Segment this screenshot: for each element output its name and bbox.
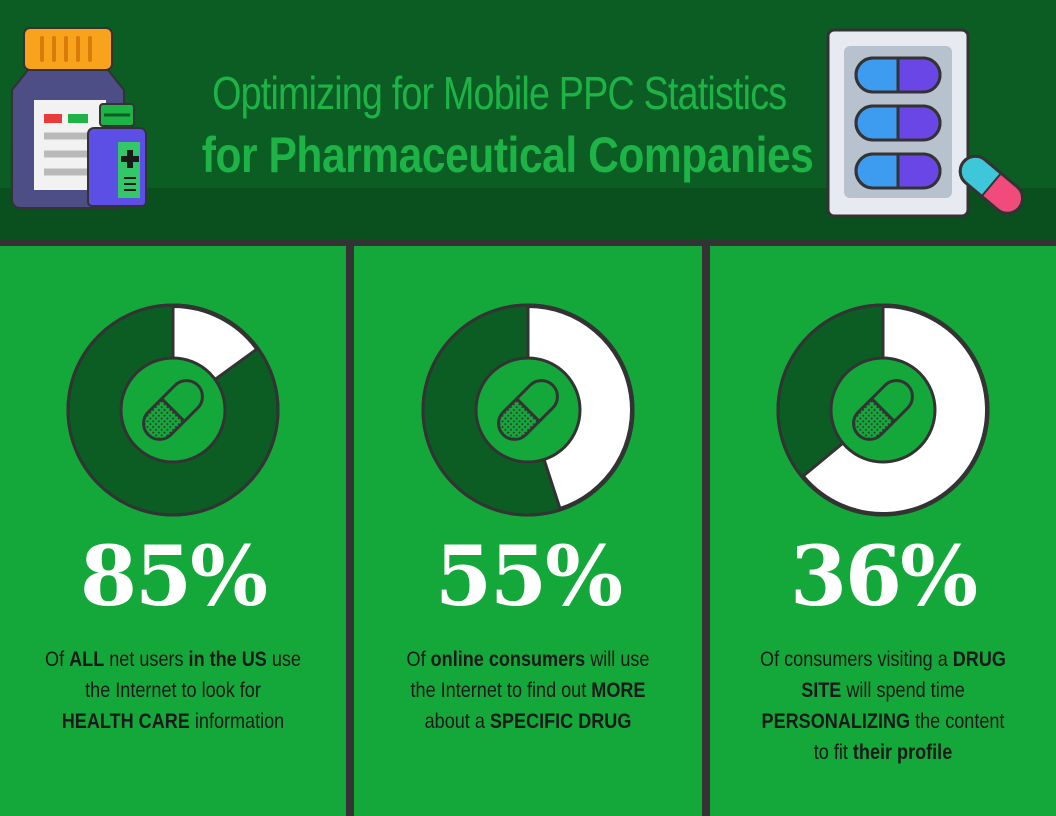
stat-text: about a bbox=[424, 710, 490, 733]
medicine-bottle-icon bbox=[11, 27, 147, 209]
pill-half-plain bbox=[516, 380, 558, 422]
stat-text: Of consumers visiting a bbox=[760, 648, 953, 671]
stat-emphasis: their profile bbox=[852, 741, 953, 764]
title-line-1: Optimizing for Mobile PPC Statistics bbox=[212, 67, 787, 119]
pill-outline bbox=[497, 379, 559, 441]
stat-text: will use bbox=[585, 648, 650, 671]
stat-text: the Internet to look for bbox=[85, 679, 261, 702]
stat-emphasis: SITE bbox=[801, 679, 842, 702]
donut-chart bbox=[66, 303, 280, 517]
pill-half-dotted bbox=[143, 398, 185, 440]
pill-divider bbox=[870, 397, 896, 423]
stat-text: will spend time bbox=[841, 679, 965, 702]
stat-text: information bbox=[189, 710, 285, 733]
stat-panel: 85% Of ALL net users in the US use the In… bbox=[0, 246, 346, 816]
stat-emphasis: SPECIFIC DRUG bbox=[489, 710, 632, 733]
pill-blister-pack-icon bbox=[826, 28, 970, 218]
donut-outline bbox=[421, 303, 635, 517]
stat-emphasis: DRUG bbox=[952, 648, 1006, 671]
stat-panel: 55% Of online consumers will use the Inte… bbox=[354, 246, 702, 816]
stat-emphasis: HEALTH CARE bbox=[61, 710, 190, 733]
stat-text: Of bbox=[406, 648, 431, 671]
stat-percentage: 36% bbox=[789, 529, 978, 625]
pill-half-dotted bbox=[498, 398, 540, 440]
stat-text: net users bbox=[104, 648, 189, 671]
stat-emphasis: MORE bbox=[591, 679, 646, 702]
stat-emphasis: in the US bbox=[188, 648, 267, 671]
stat-emphasis: PERSONALIZING bbox=[761, 710, 911, 733]
pill-icon bbox=[142, 379, 204, 441]
stat-percentage: 55% bbox=[434, 529, 623, 625]
donut-chart bbox=[776, 303, 990, 517]
stat-panel: 36% Of consumers visiting a DRUG SITE wil… bbox=[710, 246, 1056, 816]
capsule-icon bbox=[958, 154, 1024, 215]
pill-half-plain bbox=[871, 380, 913, 422]
stat-emphasis: ALL bbox=[69, 648, 105, 671]
stat-description: Of ALL net users in the US use the Intern… bbox=[41, 644, 304, 737]
donut-outline bbox=[66, 303, 280, 517]
pill-icon bbox=[852, 379, 914, 441]
pill-icon bbox=[497, 379, 559, 441]
header: Optimizing for Mobile PPC Statistics for… bbox=[0, 0, 1056, 240]
pill-divider bbox=[160, 397, 186, 423]
pill-outline bbox=[852, 379, 914, 441]
stat-text: the Internet to find out bbox=[410, 679, 592, 702]
pill-half-plain bbox=[161, 380, 203, 422]
stat-text: Of bbox=[45, 648, 70, 671]
stat-text: to fit bbox=[813, 741, 853, 764]
pill-half-dotted bbox=[853, 398, 895, 440]
pill-divider bbox=[515, 397, 541, 423]
title-line-2: for Pharmaceutical Companies bbox=[201, 127, 814, 183]
stat-text: use bbox=[266, 648, 301, 671]
stat-description: Of consumers visiting a DRUG SITE will sp… bbox=[751, 644, 1014, 768]
stat-emphasis: online consumers bbox=[430, 648, 586, 671]
donut-outline bbox=[776, 303, 990, 517]
stat-text: the content bbox=[910, 710, 1005, 733]
stat-percentage: 85% bbox=[79, 529, 268, 625]
pill-outline bbox=[142, 379, 204, 441]
stat-description: Of online consumers will use the Internet… bbox=[396, 644, 661, 737]
donut-chart bbox=[421, 303, 635, 517]
